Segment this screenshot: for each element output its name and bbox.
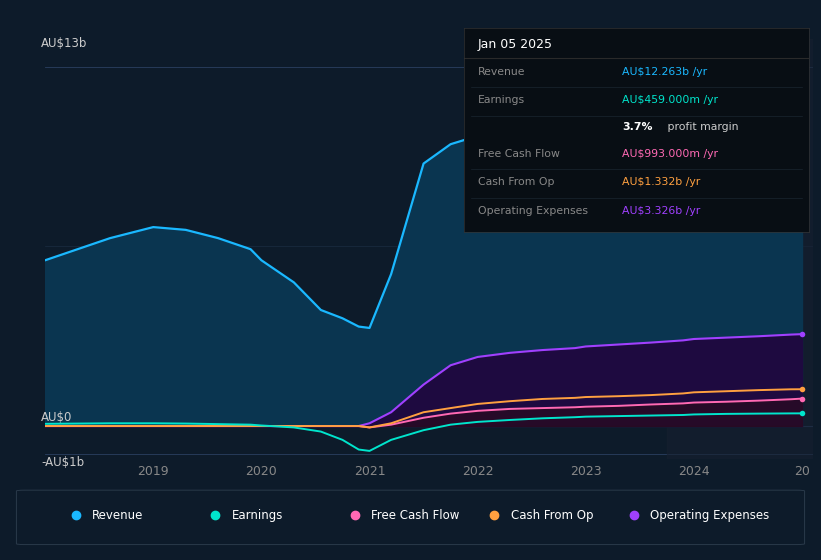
Text: Operating Expenses: Operating Expenses: [650, 509, 769, 522]
Text: AU$459.000m /yr: AU$459.000m /yr: [622, 95, 718, 105]
Text: Cash From Op: Cash From Op: [478, 177, 554, 187]
Text: -AU$1b: -AU$1b: [41, 456, 85, 469]
Text: profit margin: profit margin: [664, 122, 738, 132]
Text: AU$1.332b /yr: AU$1.332b /yr: [622, 177, 701, 187]
Text: Cash From Op: Cash From Op: [511, 509, 593, 522]
Text: AU$0: AU$0: [41, 411, 73, 424]
Text: Free Cash Flow: Free Cash Flow: [478, 148, 560, 158]
Text: 3.7%: 3.7%: [622, 122, 653, 132]
Text: Jan 05 2025: Jan 05 2025: [478, 38, 553, 51]
Text: Operating Expenses: Operating Expenses: [478, 206, 588, 216]
Text: Free Cash Flow: Free Cash Flow: [371, 509, 460, 522]
Text: Revenue: Revenue: [478, 67, 525, 77]
Text: Earnings: Earnings: [478, 95, 525, 105]
Text: Earnings: Earnings: [232, 509, 283, 522]
Text: AU$993.000m /yr: AU$993.000m /yr: [622, 148, 718, 158]
Text: AU$12.263b /yr: AU$12.263b /yr: [622, 67, 708, 77]
Bar: [667, 39, 821, 459]
Text: AU$13b: AU$13b: [41, 37, 88, 50]
Text: Revenue: Revenue: [92, 509, 144, 522]
Text: AU$3.326b /yr: AU$3.326b /yr: [622, 206, 701, 216]
